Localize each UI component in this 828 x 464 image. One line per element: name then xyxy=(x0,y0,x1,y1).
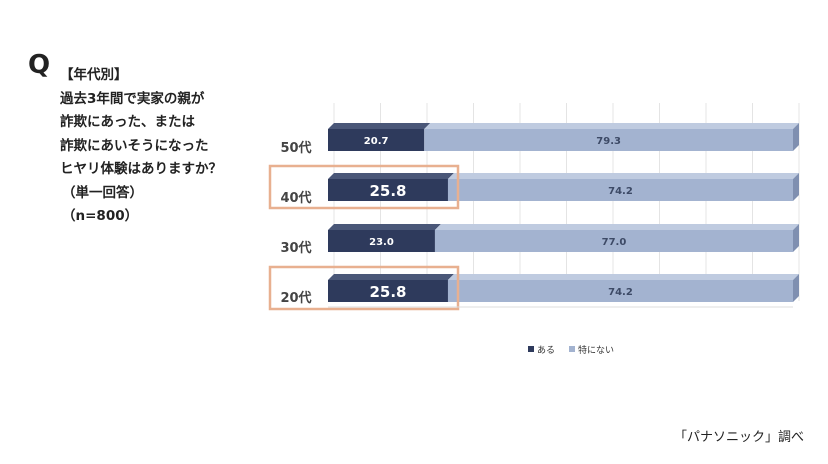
bar-segment xyxy=(328,230,435,252)
data-label: 79.3 xyxy=(596,136,621,147)
bar-segment xyxy=(447,179,793,201)
legend-label: ある xyxy=(537,345,555,356)
category-label: 30代 xyxy=(280,240,311,256)
bar-segment xyxy=(447,280,793,302)
bar-segment-top xyxy=(447,173,799,179)
data-label: 25.8 xyxy=(369,283,406,301)
bar-side-face xyxy=(793,173,799,201)
data-label: 20.7 xyxy=(364,136,389,147)
question-text: 【年代別】 過去3年間で実家の親が 詐欺にあった、または 詐欺にあいそうになった… xyxy=(60,64,275,229)
question-sample-size: （n=800） xyxy=(62,208,139,224)
question-line-3: 詐欺にあいそうになった xyxy=(60,137,209,154)
highlight-box xyxy=(268,164,460,210)
highlight-box xyxy=(268,265,460,311)
legend-label: 特にない xyxy=(578,344,614,356)
bar-segment xyxy=(328,280,448,302)
source-credit: 「パナソニック」調べ xyxy=(673,430,804,445)
bar-segment-top xyxy=(434,224,799,230)
bar-segment-top xyxy=(447,274,799,280)
bar-segment-top xyxy=(328,173,454,179)
bar-segment-top xyxy=(328,224,441,230)
question-answer-type: （単一回答） xyxy=(62,184,143,201)
question-line-category: 【年代別】 xyxy=(60,67,128,83)
question-line-2: 詐欺にあった、または xyxy=(60,114,195,130)
category-label: 50代 xyxy=(280,140,311,156)
question-line-1: 過去3年間で実家の親が xyxy=(60,90,205,107)
bar-segment-top xyxy=(328,274,454,280)
bar-segment xyxy=(328,129,425,151)
category-label: 40代 xyxy=(280,190,311,206)
category-label: 20代 xyxy=(280,290,311,306)
data-label: 25.8 xyxy=(369,182,406,200)
question-mark: Q xyxy=(28,50,51,80)
bar-side-face xyxy=(793,123,799,151)
data-label: 77.0 xyxy=(602,237,627,248)
bar-side-face xyxy=(793,224,799,252)
data-label: 23.0 xyxy=(369,237,394,248)
bar-segment-top xyxy=(424,123,799,129)
bar-side-face xyxy=(793,274,799,302)
data-label: 74.2 xyxy=(608,186,633,197)
data-label: 74.2 xyxy=(608,287,633,298)
bar-segment xyxy=(434,230,793,252)
question-line-4: ヒヤリ体験はありますか？ xyxy=(60,161,222,177)
bar-segment-top xyxy=(328,123,431,129)
bar-segment xyxy=(328,179,448,201)
bar-segment xyxy=(424,129,793,151)
legend-swatch xyxy=(528,346,534,352)
legend-swatch xyxy=(569,346,575,352)
